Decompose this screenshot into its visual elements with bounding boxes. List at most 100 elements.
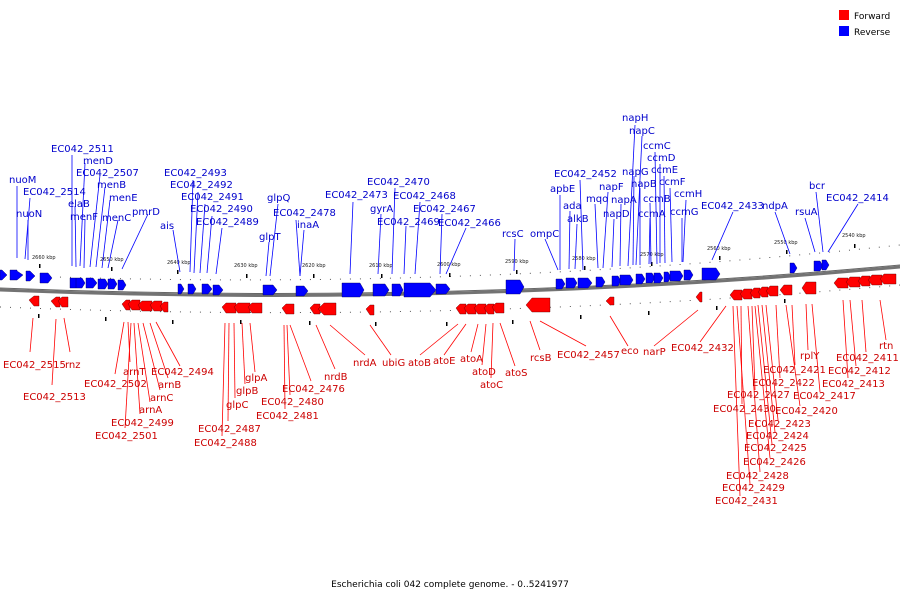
gene-label[interactable]: EC042_2494 (151, 367, 214, 378)
gene-label[interactable]: EC042_2467 (413, 204, 476, 215)
gene-label[interactable]: EC042_2411 (836, 353, 899, 364)
gene-label[interactable]: alkB (567, 214, 589, 225)
gene-label[interactable]: atoD (472, 367, 496, 378)
gene-label[interactable]: EC042_2511 (51, 144, 114, 155)
gene-label[interactable]: rtn (879, 341, 893, 352)
gene-label[interactable]: EC042_2480 (261, 397, 324, 408)
gene-label[interactable]: ccmG (670, 207, 699, 218)
gene-label[interactable]: EC042_2489 (196, 217, 259, 228)
gene-label[interactable]: EC042_2422 (752, 378, 815, 389)
gene-label[interactable]: EC042_2507 (76, 168, 139, 179)
gene-label[interactable]: EC042_2423 (748, 419, 811, 430)
gene-label[interactable]: EC042_2430 (713, 404, 776, 415)
gene-label[interactable]: EC042_2476 (282, 384, 345, 395)
gene-label[interactable]: EC042_2481 (256, 411, 319, 422)
gene-label[interactable]: ccmC (643, 141, 671, 152)
gene-label[interactable]: elaB (68, 199, 90, 210)
gene-label[interactable]: ccmA (638, 209, 666, 220)
gene-label[interactable]: eco (621, 346, 639, 357)
gene-label[interactable]: napC (629, 126, 655, 137)
gene-label[interactable]: EC042_2501 (95, 431, 158, 442)
gene-label[interactable]: EC042_2513 (23, 392, 86, 403)
gene-label[interactable]: narP (643, 347, 666, 358)
gene-label[interactable]: EC042_2414 (826, 193, 889, 204)
gene-label[interactable]: atoB (408, 358, 431, 369)
gene-label[interactable]: glpB (236, 386, 258, 397)
gene-label[interactable]: EC042_2428 (726, 471, 789, 482)
gene-label[interactable]: atoA (460, 354, 483, 365)
gene-label[interactable]: arnT (123, 367, 146, 378)
gene-label[interactable]: menF (70, 212, 98, 223)
gene-label[interactable]: napA (611, 195, 637, 206)
gene-label[interactable]: rnz (65, 360, 81, 371)
gene-label[interactable]: EC042_2468 (393, 191, 456, 202)
gene-label[interactable]: ompC (530, 229, 559, 240)
gene-label[interactable]: ccmF (659, 177, 686, 188)
gene-label[interactable]: ccmH (674, 189, 702, 200)
gene-label[interactable]: EC042_2493 (164, 168, 227, 179)
gene-label[interactable]: EC042_2426 (743, 457, 806, 468)
gene-label[interactable]: EC042_2499 (111, 418, 174, 429)
gene-label[interactable]: EC042_2420 (775, 406, 838, 417)
gene-label[interactable]: inaA (297, 220, 319, 231)
gene-label[interactable]: atoE (433, 356, 456, 367)
gene-label[interactable]: rsuA (795, 207, 818, 218)
gene-label[interactable]: EC042_2466 (438, 218, 501, 229)
gene-label[interactable]: EC042_2470 (367, 177, 430, 188)
gene-label[interactable]: ada (563, 201, 582, 212)
gene-label[interactable]: EC042_2487 (198, 424, 261, 435)
gene-label[interactable]: EC042_2452 (554, 169, 617, 180)
gene-label[interactable]: bcr (809, 181, 826, 192)
gene-label[interactable]: menD (83, 156, 113, 167)
gene-label[interactable]: arnA (139, 405, 162, 416)
gene-label[interactable]: napF (599, 182, 624, 193)
gene-label[interactable]: EC042_2492 (170, 180, 233, 191)
gene-label[interactable]: EC042_2515 (3, 360, 66, 371)
gene-label[interactable]: napG (622, 167, 649, 178)
gene-label[interactable]: EC042_2424 (746, 431, 809, 442)
gene-label[interactable]: arnB (158, 380, 181, 391)
gene-label[interactable]: gyrA (370, 204, 393, 215)
gene-label[interactable]: EC042_2491 (181, 192, 244, 203)
gene-label[interactable]: ubiG (382, 358, 405, 369)
gene-label[interactable]: glpC (226, 400, 248, 411)
gene-label[interactable]: atoC (480, 380, 503, 391)
gene-label[interactable]: ndpA (762, 201, 788, 212)
gene-label[interactable]: EC042_2417 (793, 391, 856, 402)
gene-label[interactable]: EC042_2412 (828, 366, 891, 377)
gene-label[interactable]: atoS (505, 368, 528, 379)
gene-label[interactable]: nuoN (16, 209, 42, 220)
gene-label[interactable]: napB (631, 179, 657, 190)
gene-label[interactable]: arnC (150, 393, 173, 404)
gene-label[interactable]: EC042_2488 (194, 438, 257, 449)
gene-label[interactable]: menC (102, 213, 131, 224)
gene-label[interactable]: EC042_2457 (557, 350, 620, 361)
gene-label[interactable]: nrdB (324, 372, 348, 383)
gene-label[interactable]: EC042_2413 (822, 379, 885, 390)
gene-label[interactable]: EC042_2490 (190, 204, 253, 215)
gene-label[interactable]: EC042_2469 (377, 217, 440, 228)
gene-label[interactable]: napD (603, 209, 630, 220)
gene-label[interactable]: apbE (550, 184, 575, 195)
gene-label[interactable]: pmrD (132, 207, 160, 218)
gene-label[interactable]: EC042_2427 (727, 390, 790, 401)
gene-label[interactable]: glpT (259, 232, 281, 243)
gene-label[interactable]: napH (622, 113, 648, 124)
gene-label[interactable]: nuoM (9, 175, 36, 186)
gene-label[interactable]: mqo (586, 194, 608, 205)
gene-label[interactable]: menE (109, 193, 138, 204)
gene-label[interactable]: rcsB (530, 353, 552, 364)
gene-label[interactable]: glpQ (267, 193, 290, 204)
gene-label[interactable]: EC042_2432 (671, 343, 734, 354)
gene-label[interactable]: EC042_2502 (84, 379, 147, 390)
gene-label[interactable]: ais (160, 221, 174, 232)
gene-label[interactable]: rplY (800, 351, 820, 362)
gene-label[interactable]: EC042_2421 (763, 365, 826, 376)
gene-label[interactable]: EC042_2425 (744, 443, 807, 454)
gene-label[interactable]: EC042_2431 (715, 496, 778, 507)
gene-label[interactable]: menB (97, 180, 126, 191)
gene-label[interactable]: rcsC (502, 229, 524, 240)
gene-label[interactable]: glpA (245, 373, 267, 384)
gene-label[interactable]: EC042_2433 (701, 201, 764, 212)
gene-label[interactable]: ccmD (647, 153, 676, 164)
